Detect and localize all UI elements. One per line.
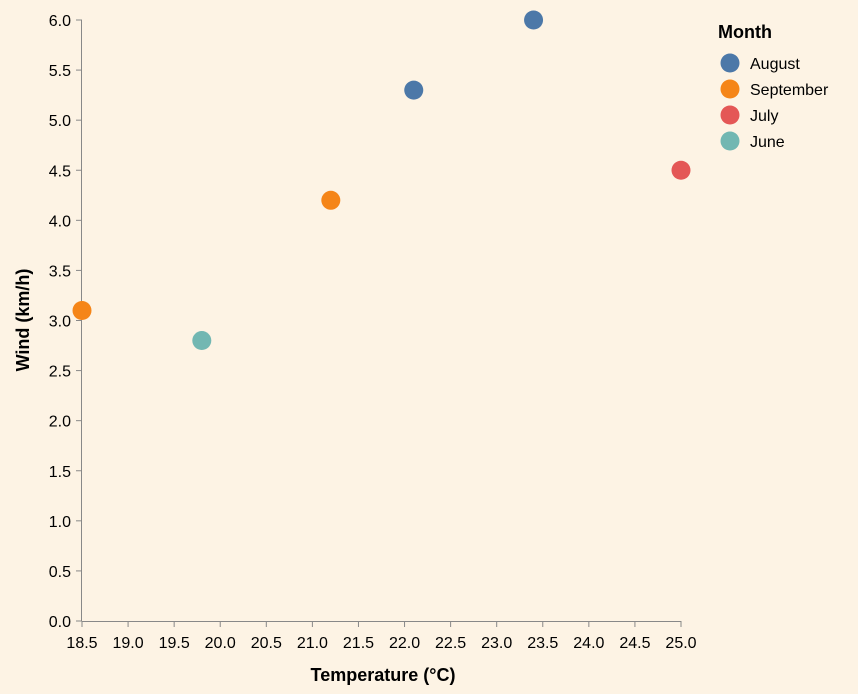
data-points	[72, 10, 691, 351]
x-tick-label: 19.5	[159, 635, 190, 652]
x-tick-label: 23.5	[527, 635, 558, 652]
data-point	[671, 160, 691, 180]
legend-swatch	[720, 105, 740, 125]
y-tick-label: 2.0	[49, 414, 71, 431]
data-point	[72, 300, 92, 320]
plot-area: 18.5 19.0 19.5 20.0 20.5 21.0 21.5 22.0 22.5 23.0…	[49, 10, 697, 652]
y-tick-label: 0.0	[49, 614, 71, 631]
y-tick-label: 5.0	[49, 113, 71, 130]
x-tick-label: 20.5	[251, 635, 282, 652]
legend-label: September	[750, 82, 829, 99]
x-tick-label: 18.5	[66, 635, 97, 652]
y-tick-label: 3.0	[49, 314, 71, 331]
x-tick-label: 22.5	[435, 635, 466, 652]
y-tick-label: 0.5	[49, 564, 71, 581]
y-tick-label: 1.5	[49, 464, 71, 481]
legend-title: Month	[718, 22, 772, 42]
data-point	[524, 10, 544, 30]
x-tick-label: 21.5	[343, 635, 374, 652]
x-tick-label: 25.0	[665, 635, 696, 652]
y-tick-label: 3.5	[49, 263, 71, 280]
y-tick-label: 6.0	[49, 13, 71, 30]
legend-label: July	[750, 108, 778, 125]
legend-swatch	[720, 53, 740, 73]
legend-swatch	[720, 131, 740, 151]
y-axis-title: Wind (km/h)	[13, 269, 33, 372]
y-axis-ticks: 0.0 0.5 1.0 1.5 2.0 2.5 3.0 3.5 4.0 4.5 5.0 5.5 6.0	[49, 13, 82, 631]
x-tick-label: 24.5	[619, 635, 650, 652]
x-tick-label: 22.0	[389, 635, 420, 652]
y-tick-label: 4.5	[49, 163, 71, 180]
y-tick-label: 1.0	[49, 514, 71, 531]
legend-swatch	[720, 79, 740, 99]
data-point	[321, 190, 341, 210]
y-tick-label: 5.5	[49, 63, 71, 80]
y-tick-label: 4.0	[49, 213, 71, 230]
y-tick-label: 2.5	[49, 364, 71, 381]
x-axis-ticks: 18.5 19.0 19.5 20.0 20.5 21.0 21.5 22.0 22.5 23.0…	[66, 621, 697, 652]
legend-label: June	[750, 134, 785, 151]
x-tick-label: 21.0	[297, 635, 328, 652]
data-point	[404, 80, 424, 100]
x-tick-label: 19.0	[113, 635, 144, 652]
x-tick-label: 23.0	[481, 635, 512, 652]
x-axis-title: Temperature (°C)	[311, 665, 456, 685]
x-tick-label: 24.0	[573, 635, 604, 652]
data-point	[192, 331, 212, 351]
x-tick-label: 20.0	[205, 635, 236, 652]
legend: Month August September July June	[718, 22, 829, 151]
legend-label: August	[750, 56, 800, 73]
